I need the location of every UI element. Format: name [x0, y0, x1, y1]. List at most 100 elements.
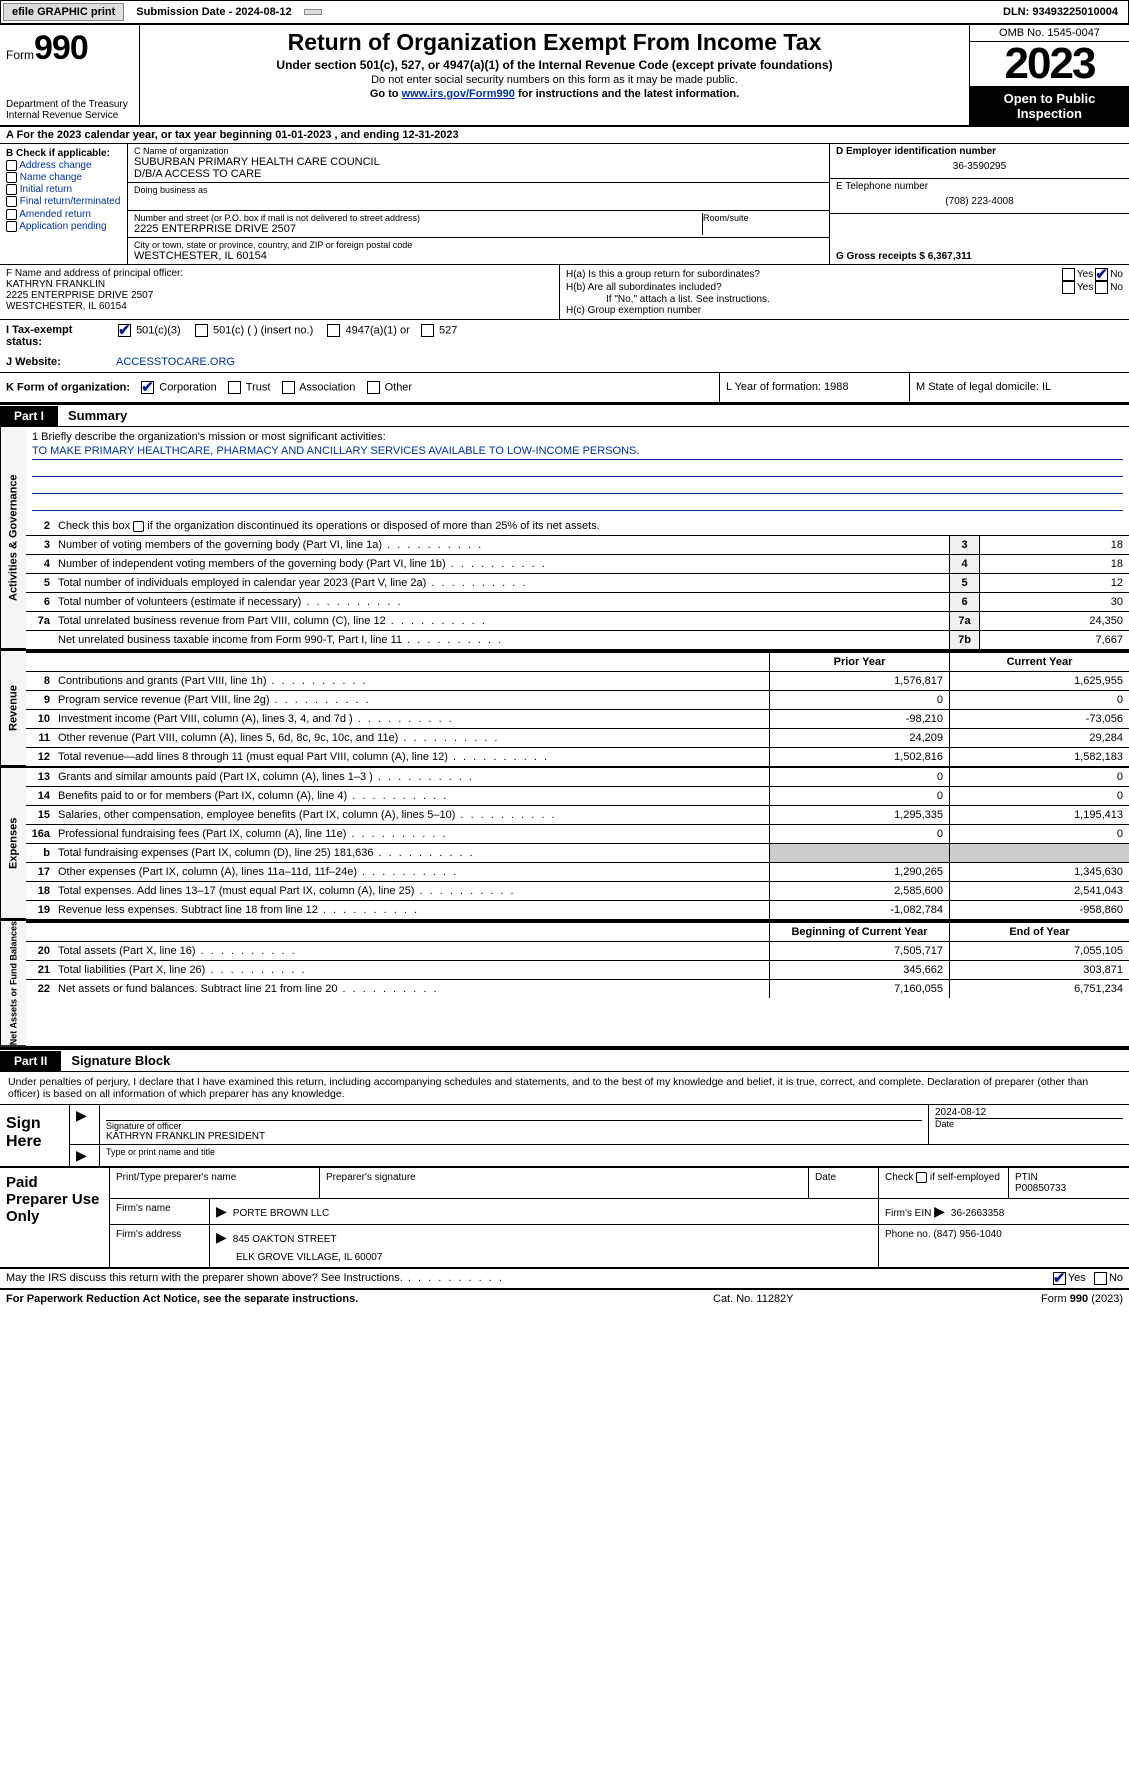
cat-no: Cat. No. 11282Y	[713, 1293, 953, 1305]
chk-trust[interactable]	[228, 381, 241, 394]
prep-date-hdr: Date	[809, 1168, 879, 1198]
hdr-current-year: Current Year	[949, 653, 1129, 671]
mission-blank-1	[32, 462, 1123, 477]
page-footer: For Paperwork Reduction Act Notice, see …	[0, 1290, 1129, 1308]
firm-addr1: 845 OAKTON STREET	[233, 1234, 337, 1245]
h-a-yes[interactable]	[1062, 268, 1075, 281]
firm-ein-label: Firm's EIN	[885, 1208, 931, 1219]
tel-label: E Telephone number	[836, 181, 1123, 192]
tel-value: (708) 223-4008	[836, 192, 1123, 211]
arrow-icon: ▶	[216, 1203, 227, 1219]
section-net-assets: Net Assets or Fund Balances Beginning of…	[0, 921, 1129, 1048]
form-subtitle-3: Go to www.irs.gov/Form990 for instructio…	[148, 88, 961, 100]
h-b-note: If "No," attach a list. See instructions…	[566, 294, 1123, 305]
summary-row: 10Investment income (Part VIII, column (…	[26, 709, 1129, 728]
sig-name-label: Type or print name and title	[100, 1145, 1129, 1166]
summary-row: 15Salaries, other compensation, employee…	[26, 805, 1129, 824]
summary-row: 6Total number of volunteers (estimate if…	[26, 592, 1129, 611]
chk-final-return[interactable]: Final return/terminated	[6, 196, 121, 207]
chk-501c[interactable]	[195, 324, 208, 337]
officer-label: F Name and address of principal officer:	[6, 268, 553, 279]
section-governance: Activities & Governance 1 Briefly descri…	[0, 427, 1129, 651]
firm-name: PORTE BROWN LLC	[233, 1208, 330, 1219]
open-inspection: Open to Public Inspection	[970, 86, 1129, 125]
hdr-begin-year: Beginning of Current Year	[769, 923, 949, 941]
ein-value: 36-3590295	[836, 157, 1123, 176]
h-a-question: H(a) Is this a group return for subordin…	[566, 269, 1060, 280]
form-header: Form990 Department of the Treasury Inter…	[0, 25, 1129, 127]
part-2-header: Part II Signature Block	[0, 1048, 1129, 1072]
may-yes[interactable]	[1053, 1272, 1066, 1285]
tax-year: 2023	[970, 42, 1129, 86]
dba-label: Doing business as	[134, 185, 823, 195]
year-formation: L Year of formation: 1988	[719, 373, 909, 402]
chk-527[interactable]	[421, 324, 434, 337]
hdr-prior-year: Prior Year	[769, 653, 949, 671]
chk-other[interactable]	[367, 381, 380, 394]
summary-row: 9Program service revenue (Part VIII, lin…	[26, 690, 1129, 709]
row-f-h: F Name and address of principal officer:…	[0, 265, 1129, 320]
chk-501c3[interactable]	[118, 324, 131, 337]
addr-label: Number and street (or P.O. box if mail i…	[134, 213, 702, 223]
arrow-icon: ▶	[216, 1229, 227, 1245]
chk-assoc[interactable]	[282, 381, 295, 394]
row-a-tax-year: A For the 2023 calendar year, or tax yea…	[0, 127, 1129, 144]
section-revenue: Revenue Prior Year Current Year 8Contrib…	[0, 651, 1129, 768]
prep-name-hdr: Print/Type preparer's name	[110, 1168, 320, 1198]
form-subtitle-2: Do not enter social security numbers on …	[148, 74, 961, 86]
prep-self-emp: Check if self-employed	[879, 1168, 1009, 1198]
sig-officer-name: KATHRYN FRANKLIN PRESIDENT	[106, 1131, 922, 1142]
chk-application-pending[interactable]: Application pending	[6, 221, 121, 232]
form-title: Return of Organization Exempt From Incom…	[148, 29, 961, 56]
room-label: Room/suite	[703, 213, 823, 223]
chk-self-employed[interactable]	[916, 1172, 927, 1183]
firm-phone-label: Phone no.	[885, 1229, 931, 1240]
h-b-yes[interactable]	[1062, 281, 1075, 294]
chk-initial-return[interactable]: Initial return	[6, 184, 121, 195]
h-a-no[interactable]	[1095, 268, 1108, 281]
entity-block: B Check if applicable: Address change Na…	[0, 144, 1129, 265]
irs-link[interactable]: www.irs.gov/Form990	[402, 88, 515, 100]
firm-phone: (847) 956-1040	[933, 1229, 1001, 1240]
summary-row: 4Number of independent voting members of…	[26, 554, 1129, 573]
h-b-no[interactable]	[1095, 281, 1108, 294]
dropdown-button[interactable]	[304, 9, 322, 15]
vtab-net-assets: Net Assets or Fund Balances	[0, 921, 26, 1046]
summary-row: 18Total expenses. Add lines 13–17 (must …	[26, 881, 1129, 900]
summary-row: 22Net assets or fund balances. Subtract …	[26, 979, 1129, 998]
chk-corp[interactable]	[141, 381, 154, 394]
box-b-label: B Check if applicable:	[6, 148, 121, 159]
summary-row: 19Revenue less expenses. Subtract line 1…	[26, 900, 1129, 919]
h-c-question: H(c) Group exemption number	[566, 305, 1123, 316]
may-no[interactable]	[1094, 1272, 1107, 1285]
ptin-label: PTIN	[1015, 1172, 1123, 1183]
chk-address-change[interactable]: Address change	[6, 160, 121, 171]
signature-block: Sign Here ▶ Signature of officer KATHRYN…	[0, 1105, 1129, 1168]
summary-row: 21Total liabilities (Part X, line 26)345…	[26, 960, 1129, 979]
officer-addr2: WESTCHESTER, IL 60154	[6, 301, 553, 312]
website-link[interactable]: ACCESSTOCARE.ORG	[116, 356, 235, 368]
mission-label: 1 Briefly describe the organization's mi…	[32, 431, 1123, 443]
chk-discontinued[interactable]	[133, 521, 144, 532]
arrow-icon: ▶	[76, 1147, 87, 1163]
top-bar: efile GRAPHIC print Submission Date - 20…	[0, 0, 1129, 25]
part-1-header: Part I Summary	[0, 403, 1129, 427]
officer-name: KATHRYN FRANKLIN	[6, 279, 553, 290]
summary-row: 20Total assets (Part X, line 16)7,505,71…	[26, 941, 1129, 960]
summary-row: Net unrelated business taxable income fr…	[26, 630, 1129, 649]
sig-date-label: Date	[935, 1119, 1123, 1129]
form-footer: Form 990 (2023)	[953, 1293, 1123, 1305]
vtab-expenses: Expenses	[0, 768, 26, 919]
firm-addr2: ELK GROVE VILLAGE, IL 60007	[216, 1246, 872, 1263]
dln-label: DLN: 93493225010004	[993, 4, 1128, 20]
chk-name-change[interactable]: Name change	[6, 172, 121, 183]
chk-amended-return[interactable]: Amended return	[6, 209, 121, 220]
org-name: SUBURBAN PRIMARY HEALTH CARE COUNCIL	[134, 156, 823, 168]
efile-print-button[interactable]: efile GRAPHIC print	[3, 3, 124, 21]
line-2-desc: Check this box if the organization disco…	[54, 517, 1129, 535]
gross-receipts: G Gross receipts $ 6,367,311	[836, 251, 972, 262]
chk-4947[interactable]	[327, 324, 340, 337]
paperwork-notice: For Paperwork Reduction Act Notice, see …	[6, 1293, 713, 1305]
org-dba: D/B/A ACCESS TO CARE	[134, 168, 823, 180]
row-j: J Website: ACCESSTOCARE.ORG	[0, 352, 1129, 373]
